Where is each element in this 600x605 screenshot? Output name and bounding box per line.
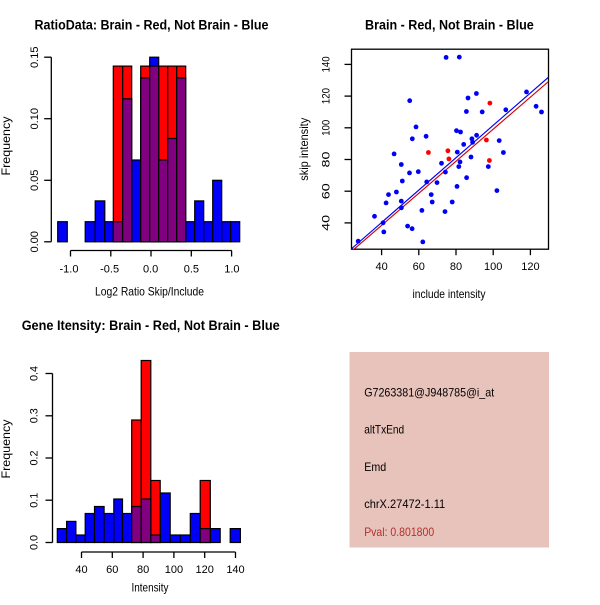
svg-text:Intensity: Intensity — [132, 581, 169, 595]
svg-text:0.1: 0.1 — [29, 493, 41, 508]
svg-text:120: 120 — [196, 564, 214, 576]
svg-text:include intensity: include intensity — [413, 287, 486, 301]
svg-text:G7263381@J948785@i_at: G7263381@J948785@i_at — [364, 386, 495, 400]
svg-text:chrX.27472-1.11: chrX.27472-1.11 — [364, 497, 445, 511]
svg-text:0.05: 0.05 — [29, 170, 41, 192]
svg-text:0.00: 0.00 — [29, 231, 41, 253]
svg-text:0.4: 0.4 — [29, 366, 41, 381]
svg-text:60: 60 — [106, 564, 118, 576]
svg-text:Frequency: Frequency — [0, 420, 13, 479]
svg-text:100: 100 — [165, 564, 183, 576]
svg-text:0.0: 0.0 — [143, 264, 158, 276]
svg-text:0.2: 0.2 — [29, 451, 41, 466]
svg-text:120: 120 — [521, 261, 539, 273]
svg-text:140: 140 — [321, 56, 333, 72]
svg-text:0.0: 0.0 — [29, 535, 41, 550]
svg-text:80: 80 — [137, 564, 149, 576]
svg-text:140: 140 — [226, 564, 244, 576]
svg-text:Brain - Red, Not Brain - Blue: Brain - Red, Not Brain - Blue — [365, 17, 534, 32]
svg-text:Log2 Ratio Skip/Include: Log2 Ratio Skip/Include — [95, 285, 204, 299]
svg-text:0.10: 0.10 — [29, 108, 41, 130]
svg-text:40: 40 — [75, 564, 87, 576]
svg-text:80: 80 — [321, 152, 333, 168]
svg-text:40: 40 — [375, 261, 387, 273]
svg-text:120: 120 — [321, 88, 333, 104]
svg-text:skip intensity: skip intensity — [297, 118, 311, 181]
svg-text:60: 60 — [321, 183, 333, 199]
svg-text:-0.5: -0.5 — [100, 264, 119, 276]
svg-text:80: 80 — [450, 261, 462, 273]
svg-text:RatioData: Brain - Red, Not Br: RatioData: Brain - Red, Not Brain - Blue — [35, 17, 269, 32]
svg-text:0.15: 0.15 — [29, 46, 41, 67]
svg-text:1.0: 1.0 — [224, 264, 239, 276]
svg-text:0.5: 0.5 — [184, 264, 199, 276]
svg-text:100: 100 — [321, 120, 333, 136]
svg-text:Gene Itensity: Brain - Red, No: Gene Itensity: Brain - Red, Not Brain - … — [22, 318, 280, 333]
svg-text:-1.0: -1.0 — [60, 264, 79, 276]
svg-text:Pval: 0.801800: Pval: 0.801800 — [364, 525, 434, 539]
svg-text:altTxEnd: altTxEnd — [364, 423, 404, 437]
svg-text:Emd: Emd — [364, 460, 386, 474]
svg-text:60: 60 — [413, 261, 425, 273]
svg-text:40: 40 — [321, 215, 333, 231]
svg-text:0.3: 0.3 — [29, 408, 41, 423]
svg-text:100: 100 — [484, 261, 502, 273]
svg-text:Frequency: Frequency — [0, 117, 13, 176]
